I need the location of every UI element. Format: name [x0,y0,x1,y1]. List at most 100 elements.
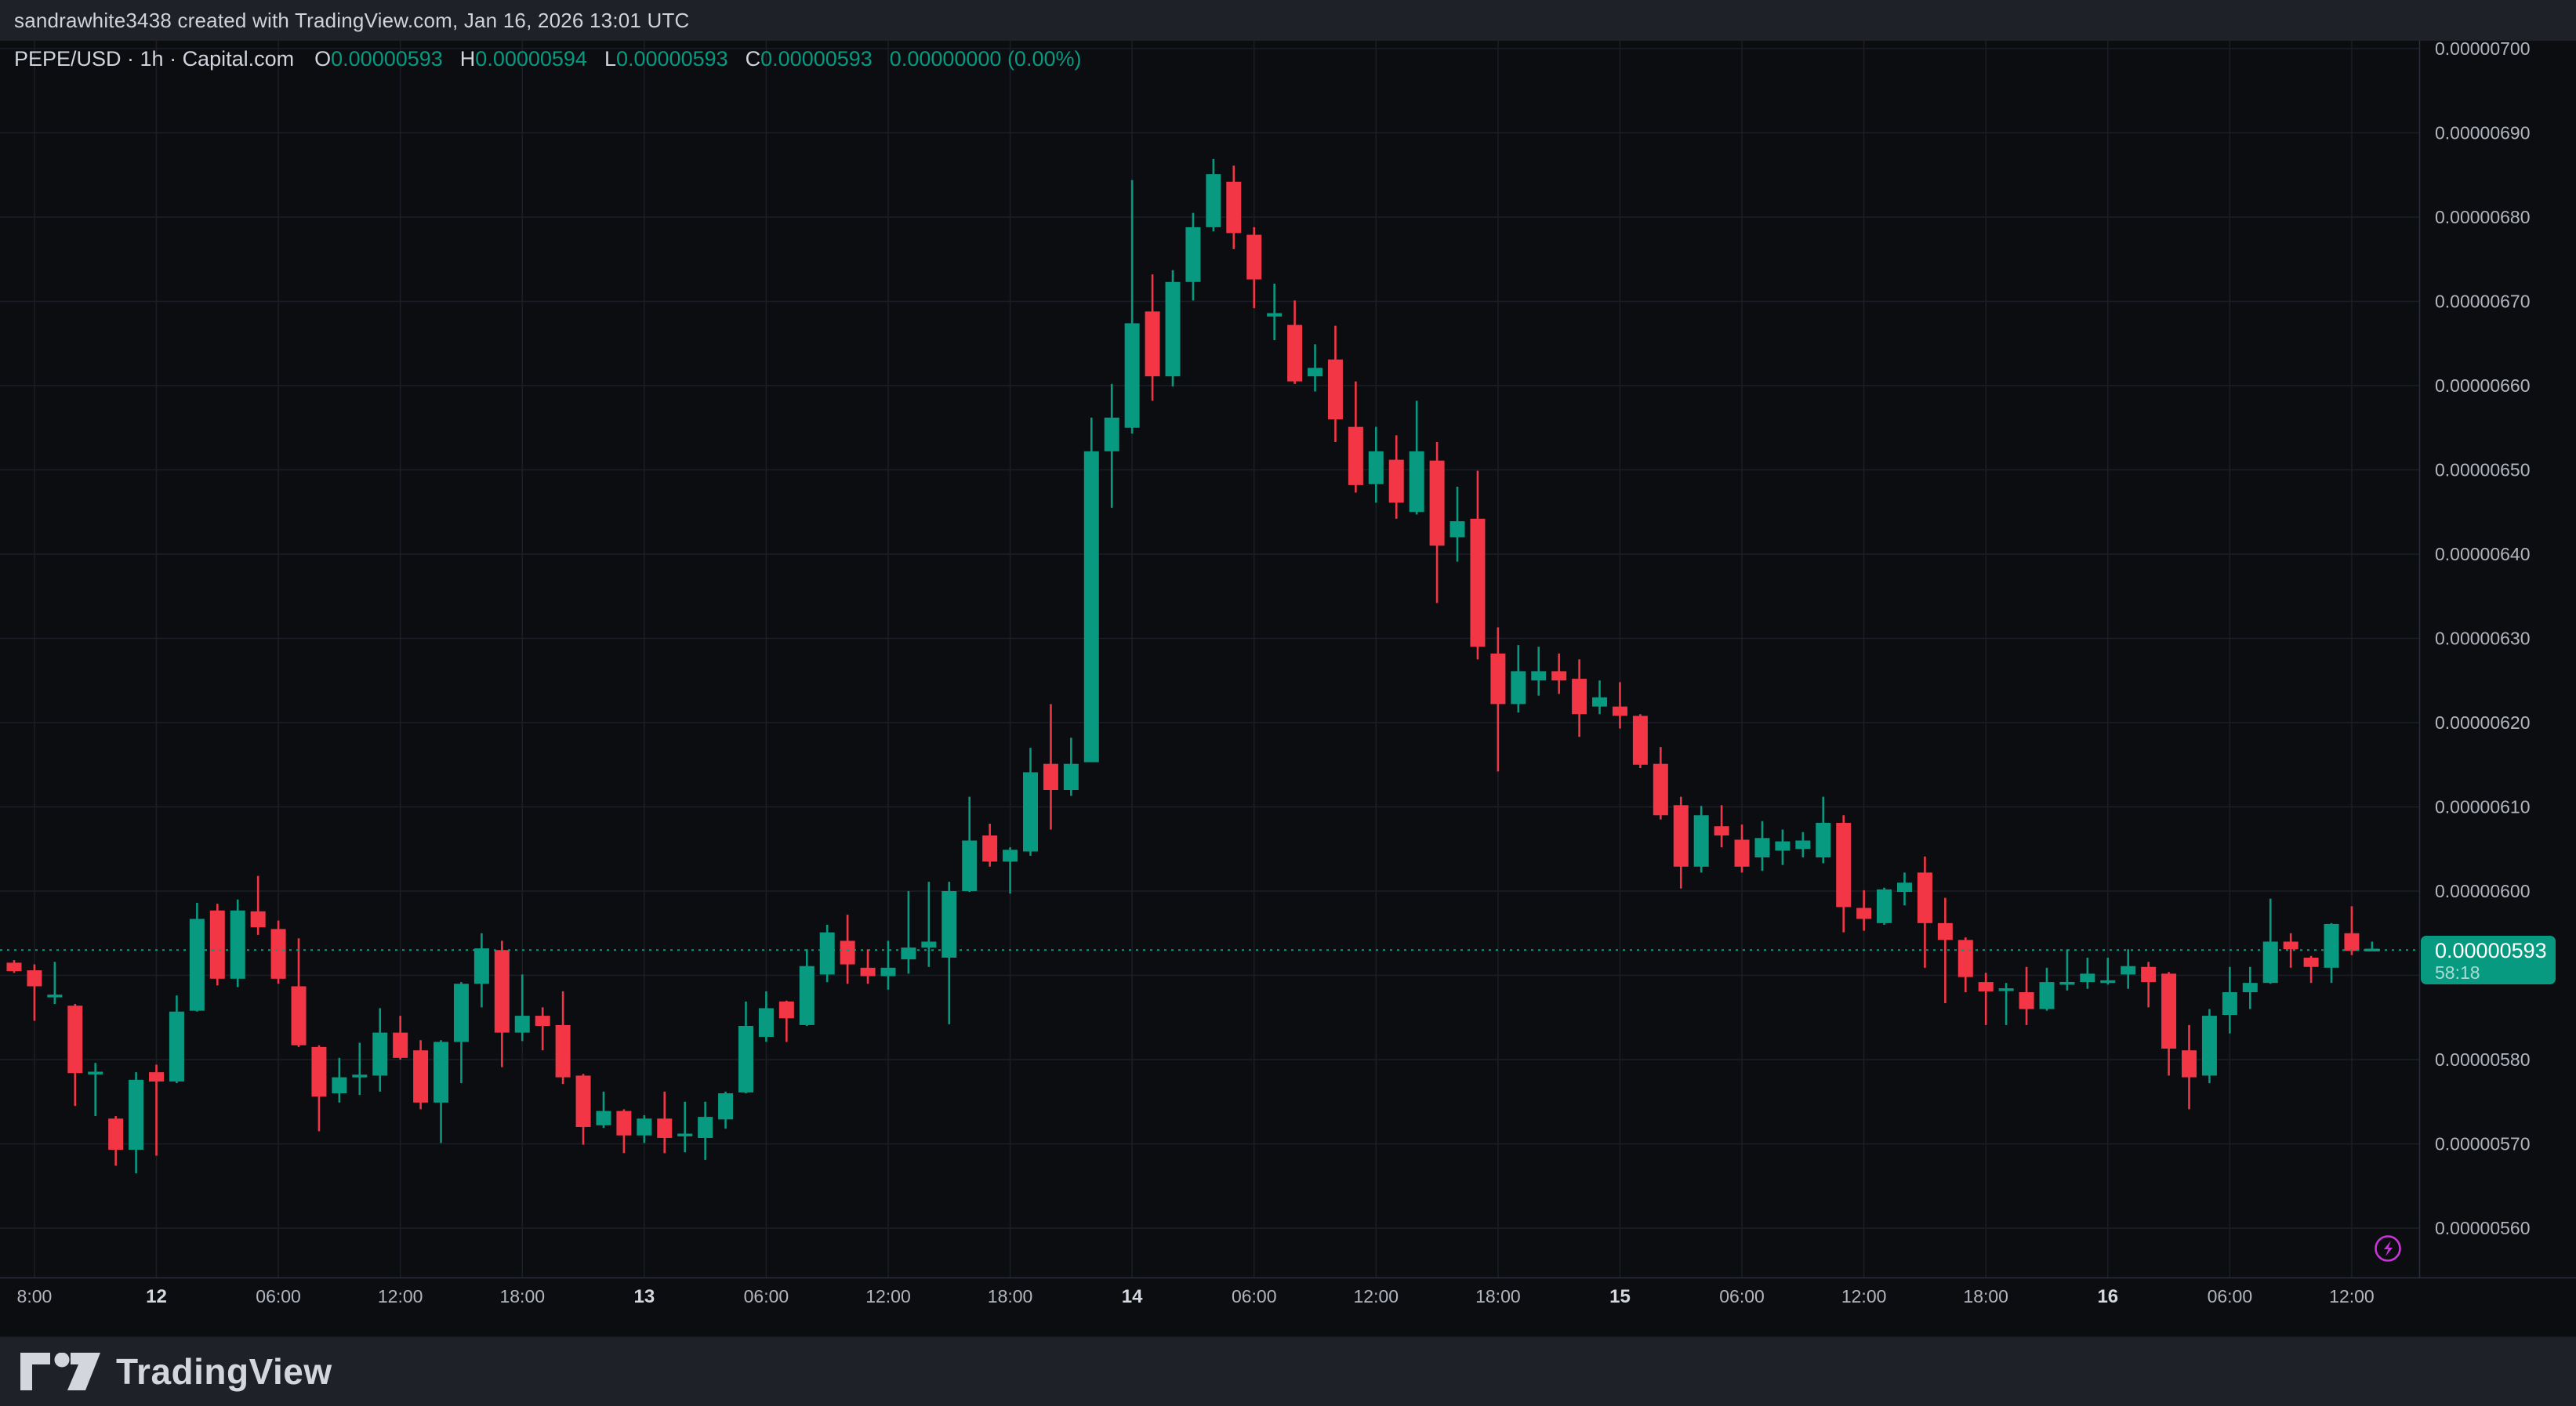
time-tick-label: 12:00 [1354,1286,1399,1306]
candle-body [2080,973,2095,983]
candle [189,903,205,1012]
candle-body [473,948,489,984]
candle [453,982,469,1084]
candle [1856,890,1872,931]
candle [1957,937,1973,992]
candle-body [413,1050,429,1103]
candle-body [1083,451,1099,763]
candle-body [718,1093,734,1120]
current-price-value: 0.00000593 [2435,939,2547,962]
candle-body [921,941,937,948]
candle [1429,442,1445,603]
candle [473,933,489,1008]
time-tick-label: 18:00 [499,1286,545,1306]
candle-body [1409,451,1424,513]
price-tick-label: 0.00000570 [2435,1134,2531,1154]
candle-body [434,1042,449,1103]
candle [1673,796,1689,889]
candle [1470,470,1486,660]
price-tick-label: 0.00000690 [2435,123,2531,143]
candle [819,925,835,983]
symbol-legend: PEPE/USD · 1h · Capital.com O0.00000593 … [14,47,1081,71]
candle [352,1042,368,1096]
candle-body [1978,982,1994,991]
price-tick-label: 0.00000700 [2435,41,2531,59]
time-axis[interactable]: 8:00 12 06:00 12:00 18:00 13 06:00 12:00 18:00 14… [17,1286,2375,1307]
price-tick-label: 0.00000620 [2435,712,2531,733]
candle [2019,966,2034,1025]
candle [1592,680,1608,715]
candle-body [1287,324,1303,382]
candle-body [2121,966,2136,975]
price-tick-label: 0.00000610 [2435,797,2531,817]
candle-body [453,984,469,1042]
candle [1511,645,1526,713]
price-tick-label: 0.00000560 [2435,1218,2531,1238]
candle [514,974,530,1042]
tradingview-logo-icon[interactable] [20,1353,102,1390]
candle [413,1040,429,1110]
candle [1267,283,1283,340]
candle-body [149,1072,165,1082]
candle [1998,983,2014,1025]
candle-body [1348,426,1363,485]
time-tick-label: 18:00 [988,1286,1033,1306]
candlestick-chart[interactable]: 0.00000700 0.00000690 0.00000680 0.00000670… [0,41,2576,1336]
candle [372,1008,388,1092]
candle [555,991,571,1085]
candle-body [1775,841,1791,851]
candle-body [1145,311,1160,377]
candle [1185,212,1201,301]
candle-series [6,158,2380,1174]
candle-body [1592,697,1608,707]
candle [88,1063,103,1117]
candle [2283,933,2298,968]
candle-body [250,911,266,928]
candle [2303,955,2319,984]
candle [2100,957,2116,985]
time-tick-label: 06:00 [1719,1286,1765,1306]
candle [332,1057,347,1103]
candle-body [1449,521,1465,538]
candle-body [1734,839,1750,867]
candle-body [2222,992,2237,1016]
chart-area[interactable]: 0.00000700 0.00000690 0.00000680 0.00000670… [0,41,2576,1336]
candle-body [1754,838,1770,857]
candle [291,938,307,1047]
time-tick-label: 12:00 [1841,1286,1887,1306]
time-tick-label: 18:00 [1475,1286,1521,1306]
candle [535,1007,550,1051]
candle-body [1063,763,1079,790]
candle-body [291,986,307,1045]
time-tick-label: 06:00 [1232,1286,1277,1306]
candle-body [1531,671,1547,681]
candle [129,1072,144,1174]
candle [1978,973,1994,1025]
tradingview-wordmark[interactable]: TradingView [116,1351,332,1392]
lightning-icon[interactable] [2375,1235,2401,1262]
candle-body [1470,518,1486,647]
candle [1937,897,1953,1003]
candle [657,1091,673,1154]
price-tick-label: 0.00000630 [2435,629,2531,649]
candle [1612,682,1627,729]
footer-bar: TradingView [0,1336,2576,1406]
candle [1653,747,1668,820]
candle-body [657,1118,673,1138]
candle [1449,487,1465,562]
candle [962,796,978,893]
candle-body [1490,653,1506,705]
candle [2344,906,2360,955]
candle [718,1091,734,1129]
candle-body [1612,706,1627,716]
candle [1816,796,1831,864]
price-axis[interactable]: 0.00000700 0.00000690 0.00000680 0.00000670… [2435,41,2531,1238]
candle-body [352,1074,368,1078]
time-tick-label: 06:00 [2208,1286,2253,1306]
symbol-title[interactable]: PEPE/USD · 1h · Capital.com [14,47,295,71]
candle-body [2161,973,2177,1049]
candle [1896,872,1912,906]
candle-body [1836,822,1852,908]
time-tick-label: 06:00 [744,1286,789,1306]
candle-body [1124,323,1140,428]
